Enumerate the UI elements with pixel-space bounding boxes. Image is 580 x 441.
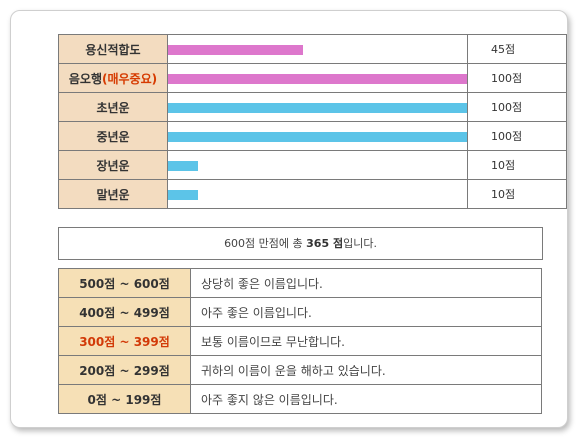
score-bar — [168, 161, 198, 171]
score-note: (매우중요) — [101, 71, 158, 86]
score-label-cell: 말년운 — [58, 179, 168, 209]
score-label: 초년운 — [96, 100, 130, 115]
grade-row: 0점 ~ 199점 아주 좋지 않은 이름입니다. — [58, 384, 542, 414]
total-score-box: 600점 만점에 총 365 점입니다. — [58, 227, 543, 260]
grade-description: 아주 좋지 않은 이름입니다. — [190, 384, 542, 414]
score-label-cell: 중년운 — [58, 121, 168, 151]
score-bar — [168, 190, 198, 200]
score-row: 장년운 10점 — [58, 150, 567, 180]
score-row: 음오행(매우중요) 100점 — [58, 63, 567, 93]
score-table: 용신적합도 45점 음오행(매우중요) 100점 초년운 100점 중년운 100점 장년운 10… — [58, 34, 567, 209]
score-label: 중년운 — [96, 129, 130, 144]
score-bar — [168, 132, 467, 142]
score-value: 100점 — [467, 63, 567, 93]
grade-range: 0점 ~ 199점 — [58, 384, 191, 414]
score-label-cell: 용신적합도 — [58, 34, 168, 64]
score-bar — [168, 45, 303, 55]
grade-range: 200점 ~ 299점 — [58, 355, 191, 385]
grade-row: 200점 ~ 299점 귀하의 이름이 운을 해하고 있습니다. — [58, 355, 542, 385]
score-bar-cell — [167, 121, 468, 151]
score-label: 음오행 — [68, 71, 102, 86]
total-prefix: 600점 만점에 총 — [224, 237, 307, 250]
grade-description: 아주 좋은 이름입니다. — [190, 297, 542, 327]
score-value: 10점 — [467, 179, 567, 209]
result-panel: 용신적합도 45점 음오행(매우중요) 100점 초년운 100점 중년운 100점 장년운 10… — [10, 10, 568, 428]
grade-range: 300점 ~ 399점 — [58, 326, 191, 356]
total-emphasis: 365 점 — [306, 237, 344, 250]
score-bar-cell — [167, 150, 468, 180]
score-bar-cell — [167, 179, 468, 209]
score-label-cell: 장년운 — [58, 150, 168, 180]
score-row: 중년운 100점 — [58, 121, 567, 151]
grade-table: 500점 ~ 600점 상당히 좋은 이름입니다. 400점 ~ 499점 아주 좋은… — [58, 268, 542, 414]
grade-range: 500점 ~ 600점 — [58, 268, 191, 298]
score-bar — [168, 103, 467, 113]
score-label-cell: 초년운 — [58, 92, 168, 122]
score-value: 100점 — [467, 121, 567, 151]
score-bar-cell — [167, 92, 468, 122]
score-row: 초년운 100점 — [58, 92, 567, 122]
score-value: 10점 — [467, 150, 567, 180]
grade-row: 300점 ~ 399점 보통 이름이므로 무난합니다. — [58, 326, 542, 356]
grade-description: 상당히 좋은 이름입니다. — [190, 268, 542, 298]
grade-range: 400점 ~ 499점 — [58, 297, 191, 327]
score-label: 장년운 — [96, 158, 130, 173]
score-value: 100점 — [467, 92, 567, 122]
score-bar-cell — [167, 34, 468, 64]
grade-row: 500점 ~ 600점 상당히 좋은 이름입니다. — [58, 268, 542, 298]
score-label: 말년운 — [96, 187, 130, 202]
score-bar-cell — [167, 63, 468, 93]
grade-description: 보통 이름이므로 무난합니다. — [190, 326, 542, 356]
total-suffix: 입니다. — [343, 237, 377, 250]
score-label: 용신적합도 — [85, 42, 141, 57]
score-row: 말년운 10점 — [58, 179, 567, 209]
grade-description: 귀하의 이름이 운을 해하고 있습니다. — [190, 355, 542, 385]
grade-row: 400점 ~ 499점 아주 좋은 이름입니다. — [58, 297, 542, 327]
score-bar — [168, 74, 467, 84]
score-value: 45점 — [467, 34, 567, 64]
score-row: 용신적합도 45점 — [58, 34, 567, 64]
score-label-cell: 음오행(매우중요) — [58, 63, 168, 93]
